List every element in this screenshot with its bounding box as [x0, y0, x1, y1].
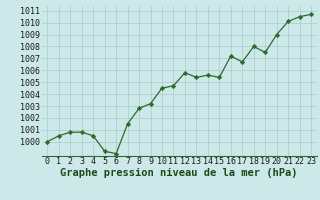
X-axis label: Graphe pression niveau de la mer (hPa): Graphe pression niveau de la mer (hPa)	[60, 168, 298, 178]
